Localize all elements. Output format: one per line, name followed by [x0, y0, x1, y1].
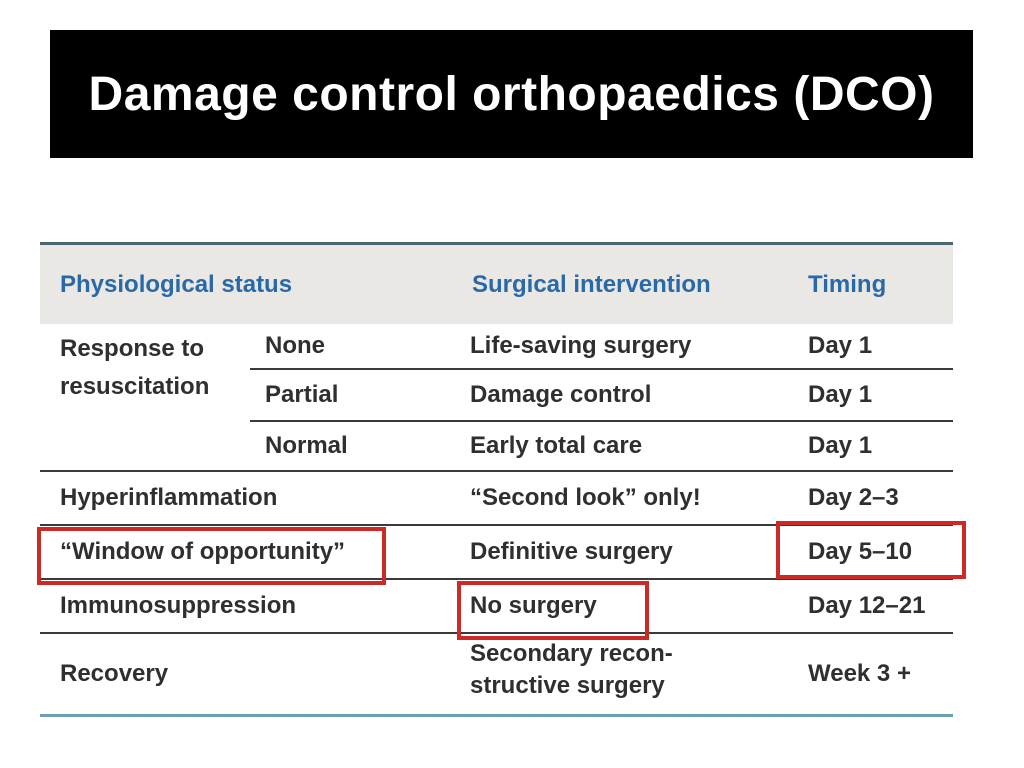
cell-timing: Week 3 + — [808, 660, 911, 687]
cell-status: Hyperinflammation — [60, 484, 278, 511]
row-divider — [250, 420, 953, 422]
cell-timing: Day 1 — [808, 331, 873, 359]
row-divider — [250, 368, 953, 370]
group-status-response-to-resuscitation: Response to resuscitation — [60, 335, 210, 400]
cell-intervention: Secondary recon- structive surgery — [470, 640, 673, 699]
cell-status-level: None — [265, 331, 325, 359]
header-physiological-status: Physiological status — [60, 270, 293, 298]
table-row: Hyperinflammation “Second look” only! Da… — [40, 472, 953, 524]
row-divider — [40, 632, 953, 634]
table-top-rule — [40, 242, 953, 245]
cell-intervention: “Second look” only! — [470, 484, 701, 511]
header-surgical-intervention: Surgical intervention — [472, 270, 711, 298]
cell-intervention: Early total care — [470, 432, 643, 459]
cell-status-level: Partial — [265, 381, 339, 408]
cell-timing: Day 5–10 — [808, 538, 913, 565]
table-row: “Window of opportunity” Definitive surge… — [40, 526, 953, 578]
slide-title: Damage control orthopaedics (DCO) — [88, 67, 935, 121]
cell-status: Immunosuppression — [60, 592, 297, 619]
highlight-box-window-of-opportunity — [37, 527, 386, 585]
cell-status: Recovery — [60, 660, 169, 687]
highlight-box-no-surgery — [457, 581, 649, 640]
row-divider — [40, 524, 953, 526]
table-row: Partial Damage control Day 1 — [40, 370, 953, 420]
table-header-row: Physiological status Surgical interventi… — [40, 245, 953, 324]
row-divider — [40, 578, 953, 580]
cell-status: “Window of opportunity” — [60, 538, 346, 565]
table-row: Recovery Secondary recon- structive surg… — [40, 634, 953, 714]
table-row: Normal Early total care Day 1 — [40, 422, 953, 470]
table-bottom-rule — [40, 714, 953, 717]
cell-timing: Day 1 — [808, 381, 873, 408]
cell-intervention: No surgery — [470, 592, 597, 619]
row-divider — [40, 470, 953, 472]
dco-table: Physiological status Surgical interventi… — [40, 242, 953, 720]
header-timing: Timing — [808, 270, 887, 298]
title-bar: Damage control orthopaedics (DCO) — [50, 30, 973, 158]
cell-intervention: Definitive surgery — [470, 538, 673, 565]
table-row: None Life-saving surgery Day 1 — [40, 323, 953, 368]
cell-timing: Day 12–21 — [808, 592, 926, 619]
cell-intervention: Damage control — [470, 381, 652, 408]
table-row: Immunosuppression No surgery Day 12–21 — [40, 580, 953, 632]
cell-timing: Day 2–3 — [808, 484, 899, 511]
cell-status-level: Normal — [265, 432, 348, 459]
highlight-box-day-5-10 — [776, 521, 966, 579]
cell-intervention: Life-saving surgery — [470, 331, 692, 359]
cell-timing: Day 1 — [808, 432, 873, 459]
